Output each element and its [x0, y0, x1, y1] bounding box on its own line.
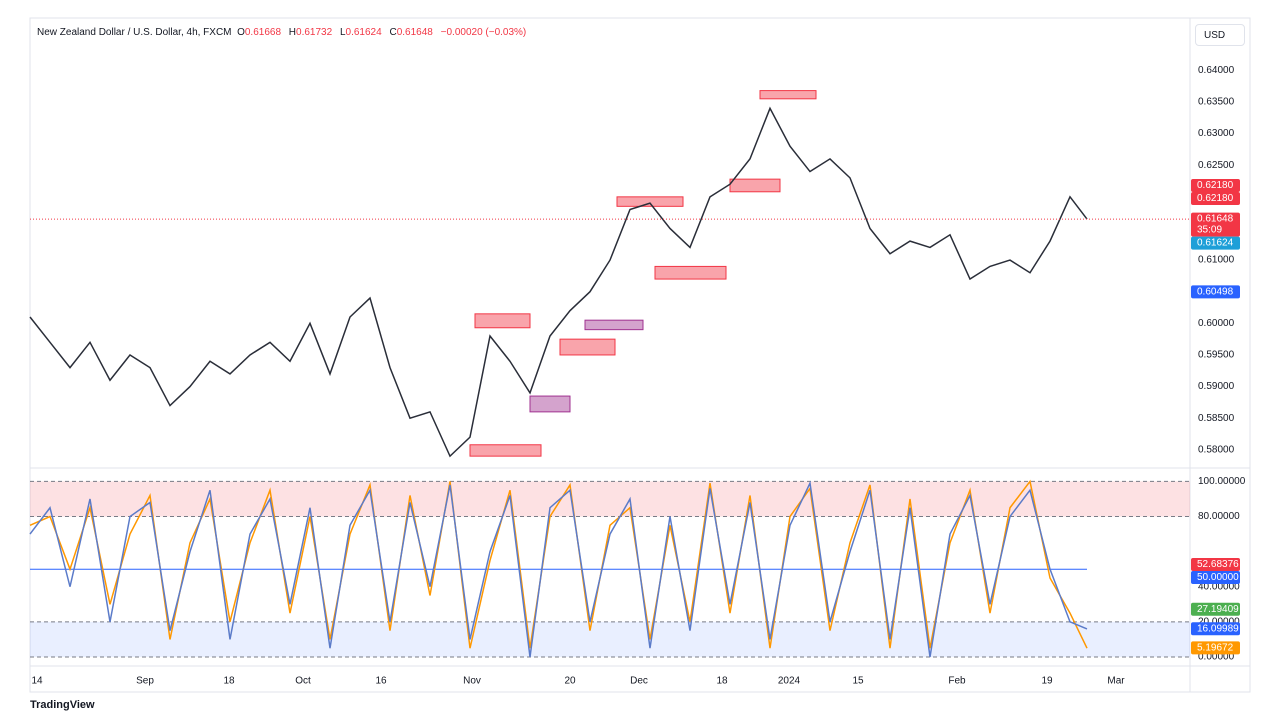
- price-tag-label: 0.61624: [1197, 238, 1234, 249]
- price-tag-label: 0.62180: [1197, 193, 1234, 204]
- symbol-title: New Zealand Dollar / U.S. Dollar, 4h, FX…: [37, 27, 232, 38]
- y-tick-label: 0.63500: [1198, 97, 1235, 108]
- y-tick-label: 0.00000: [1198, 652, 1235, 663]
- supply-demand-zone: [584, 319, 644, 331]
- ohlc-value: 0.61732: [296, 27, 333, 38]
- supply-demand-zone: [654, 265, 727, 280]
- price-tag-label: 0.60498: [1197, 286, 1234, 297]
- chart-frame: [29, 17, 1251, 693]
- price-tag: [1191, 191, 1240, 205]
- indicator-tag-label: 27.19409: [1197, 604, 1239, 615]
- supply-demand-zone: [529, 395, 571, 413]
- y-tick-label: 0.60500: [1198, 286, 1235, 297]
- y-tick-label: 0.59000: [1198, 381, 1235, 392]
- y-tick-label: 0.62000: [1198, 191, 1235, 202]
- y-tick-label: 20.00000: [1198, 617, 1240, 628]
- ohlc-value: 0.61624: [345, 27, 382, 38]
- currency-button[interactable]: USD: [1195, 24, 1245, 46]
- oscillator-line: [29, 479, 1088, 649]
- y-tick-label: 0.62500: [1198, 160, 1235, 171]
- oscillator-line: [29, 480, 1088, 658]
- supply-demand-zone: [616, 196, 684, 207]
- supply-demand-zone: [559, 338, 616, 356]
- price-tag: [1191, 285, 1240, 299]
- ohlc-key: C: [389, 27, 397, 38]
- supply-demand-zone: [759, 90, 817, 100]
- x-tick-label: 16: [375, 676, 387, 687]
- brand-logo: TradingView: [30, 699, 95, 711]
- y-tick-label: 100.00000: [1198, 476, 1246, 487]
- price-tag: [1191, 236, 1240, 250]
- indicator-tag: [1191, 557, 1240, 571]
- x-tick-label: Nov: [463, 676, 481, 687]
- x-tick-label: Oct: [295, 676, 311, 687]
- x-tick-label: 14: [31, 676, 43, 687]
- x-tick-label: Sep: [136, 676, 154, 687]
- price-change: −0.00020 (−0.03%): [440, 27, 527, 38]
- y-tick-label: 0.63000: [1198, 128, 1235, 139]
- ohlc-value: 0.61648: [396, 27, 433, 38]
- price-tag-label: 0.62180: [1197, 180, 1234, 191]
- indicator-tag-label: 52.68376: [1197, 559, 1239, 570]
- ohlc-value: 0.61668: [244, 27, 282, 38]
- indicator-tag-label: 50.00000: [1197, 572, 1239, 583]
- x-tick-label: Dec: [630, 676, 648, 687]
- y-tick-label: 0.64000: [1198, 65, 1235, 76]
- x-tick-label: 20: [564, 676, 576, 687]
- ohlc-key: H: [288, 27, 297, 38]
- indicator-tag: [1191, 641, 1240, 655]
- x-tick-label: Mar: [1107, 676, 1125, 687]
- indicator-tag: [1191, 622, 1240, 636]
- y-tick-label: 0.58000: [1198, 444, 1235, 455]
- x-tick-label: 15: [852, 676, 864, 687]
- ohlc-key: O: [237, 27, 245, 38]
- price-tag: [1191, 212, 1240, 237]
- overbought-band: [30, 481, 1190, 517]
- y-tick-label: 40.00000: [1198, 581, 1240, 592]
- y-tick-label: 0.61500: [1198, 223, 1235, 234]
- chart-header: New Zealand Dollar / U.S. Dollar, 4h, FX…: [37, 27, 531, 38]
- price-tag-label: 0.61648: [1197, 214, 1234, 225]
- indicator-tag-label: 16.09989: [1197, 623, 1239, 634]
- x-tick-label: 2024: [778, 676, 801, 687]
- x-tick-label: 18: [716, 676, 728, 687]
- oversold-band: [30, 621, 1190, 657]
- supply-demand-zone: [469, 444, 542, 457]
- indicator-tag: [1191, 602, 1240, 616]
- supply-demand-zone: [729, 178, 781, 193]
- y-tick-label: 0.58500: [1198, 413, 1235, 424]
- price-line: [29, 106, 1088, 458]
- supply-demand-zone: [474, 313, 531, 329]
- y-tick-label: 0.61000: [1198, 255, 1235, 266]
- x-tick-label: 19: [1041, 676, 1053, 687]
- price-tag-countdown: 35:09: [1197, 225, 1222, 236]
- ohlc-key: L: [339, 27, 346, 38]
- indicator-tag: [1191, 570, 1240, 584]
- indicator-tag-label: 5.19672: [1197, 642, 1234, 653]
- x-tick-label: Feb: [948, 676, 966, 687]
- x-tick-label: 18: [223, 676, 235, 687]
- price-tag: [1191, 178, 1240, 192]
- y-tick-label: 0.59500: [1198, 350, 1235, 361]
- y-tick-label: 0.60000: [1198, 318, 1235, 329]
- y-tick-label: 80.00000: [1198, 511, 1240, 522]
